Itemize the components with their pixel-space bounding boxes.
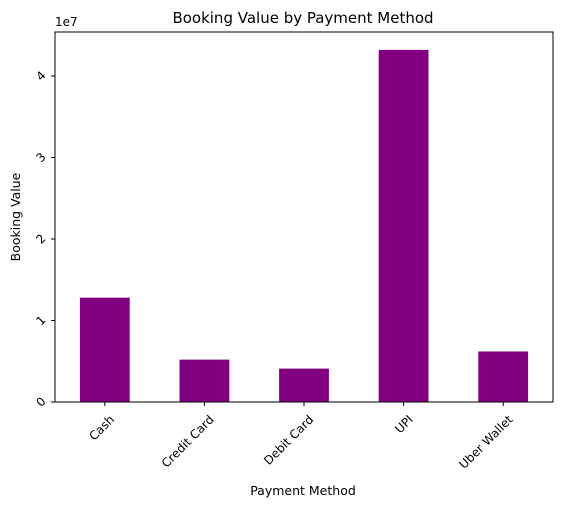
y-axis-offset-label: 1e7 xyxy=(55,15,78,29)
y-tick-label: 3 xyxy=(33,150,48,165)
bar-debit-card xyxy=(279,368,329,402)
y-tick-label: 0 xyxy=(33,394,48,409)
y-tick-label: 2 xyxy=(33,231,48,246)
y-axis-label: Booking Value xyxy=(8,172,23,261)
bar-cash xyxy=(79,297,130,402)
bar-credit-card xyxy=(179,359,230,402)
chart-title: Booking Value by Payment Method xyxy=(172,9,433,27)
x-axis-ticks: Cash Credit Card Debit Card UPI Uber Wallet xyxy=(86,402,516,472)
x-tick-label: Debit Card xyxy=(261,412,316,467)
y-tick-label: 4 xyxy=(33,68,48,83)
y-tick-label: 1 xyxy=(33,313,48,328)
bars-group xyxy=(79,49,529,403)
bar-upi xyxy=(378,49,429,403)
x-tick-label: UPI xyxy=(392,412,416,436)
y-axis-ticks: 0 1 2 3 4 xyxy=(33,68,55,410)
x-tick-label: Credit Card xyxy=(159,412,217,470)
x-tick-label: Cash xyxy=(86,412,117,443)
x-tick-label: Uber Wallet xyxy=(456,412,515,471)
plot-area-frame xyxy=(54,31,554,403)
x-axis-label: Payment Method xyxy=(250,483,356,498)
bar-uber-wallet xyxy=(478,351,529,402)
